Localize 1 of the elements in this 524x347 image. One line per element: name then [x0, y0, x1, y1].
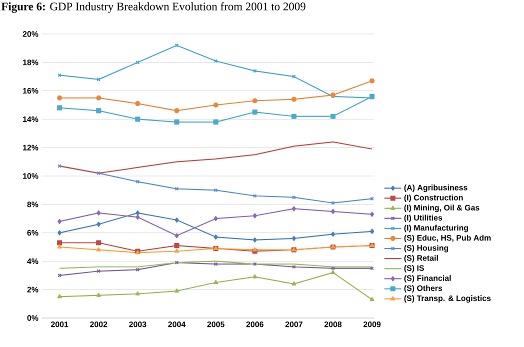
chart-title: Figure 6: GDP Industry Breakdown Evolution from 2001 to 2009 [1, 2, 306, 13]
